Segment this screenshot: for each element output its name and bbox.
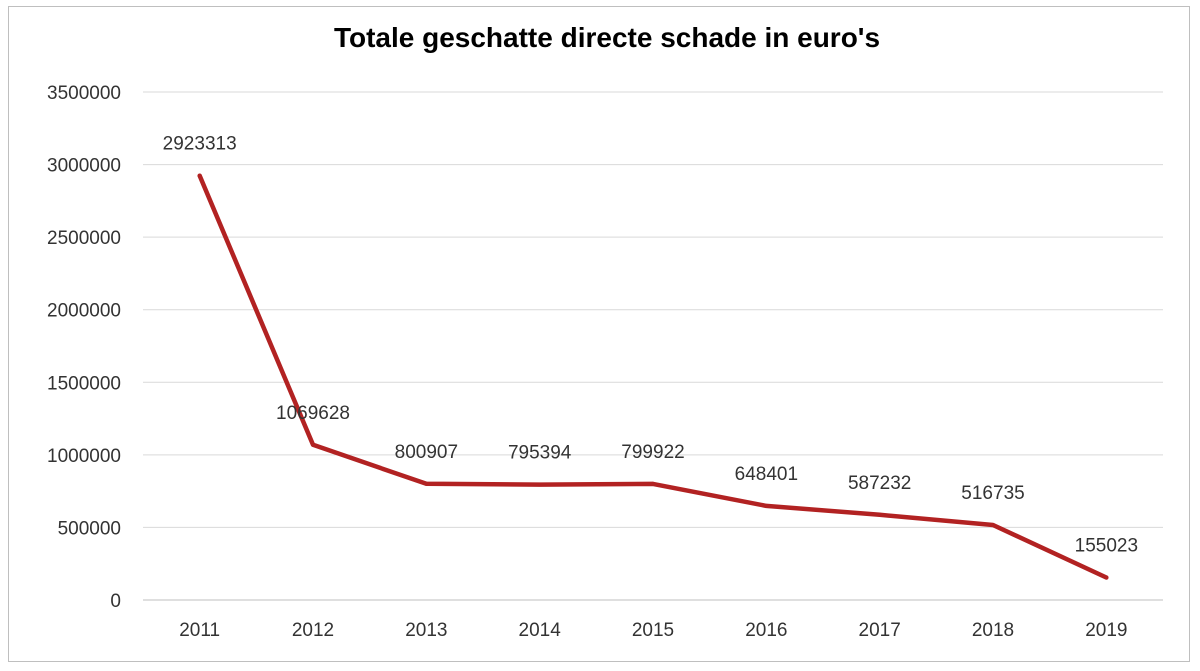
x-tick-label: 2011	[179, 620, 220, 641]
data-point	[197, 173, 202, 178]
x-tick-label: 2013	[405, 620, 447, 641]
gridlines	[143, 91, 1163, 601]
data-point	[537, 482, 542, 487]
y-tick-label: 1500000	[47, 373, 121, 394]
x-axis-ticks: 2011 2012 2013 2014 2015 2016 2017 2018 2019	[179, 620, 1127, 641]
data-label: 800907	[395, 442, 458, 463]
y-tick-label: 3000000	[47, 156, 121, 177]
x-tick-label: 2018	[972, 620, 1014, 641]
data-label: 1069628	[276, 403, 350, 424]
x-tick-label: 2015	[632, 620, 674, 641]
data-label: 795394	[508, 443, 572, 464]
data-label: 155023	[1075, 535, 1138, 556]
y-tick-label: 2500000	[47, 228, 121, 249]
y-tick-label: 500000	[58, 518, 121, 539]
data-point	[1104, 575, 1109, 580]
data-label: 799922	[621, 442, 684, 463]
y-tick-label: 1000000	[47, 446, 121, 467]
x-tick-label: 2014	[519, 620, 562, 641]
data-point	[764, 503, 769, 508]
chart-frame	[8, 6, 1190, 662]
data-labels: 2923313 1069628 800907 795394 799922 648401 58…	[163, 134, 1138, 557]
data-point	[991, 522, 995, 527]
data-point	[877, 512, 882, 517]
x-tick-label: 2019	[1085, 620, 1127, 641]
y-tick-label: 0	[110, 591, 121, 612]
data-label: 648401	[735, 464, 798, 485]
x-tick-label: 2012	[292, 620, 334, 641]
data-point	[651, 481, 655, 486]
y-tick-label: 2000000	[47, 301, 121, 322]
y-axis-ticks: 0 500000 1000000 1500000 2000000 2500000 30000…	[47, 83, 121, 612]
y-tick-label: 3500000	[47, 83, 121, 104]
chart-title: Totale geschatte directe schade in euro'…	[333, 22, 881, 53]
data-label: 587232	[848, 473, 911, 494]
x-tick-label: 2017	[859, 620, 901, 641]
data-label: 2923313	[163, 134, 237, 155]
x-tick-label: 2016	[745, 620, 787, 641]
data-label: 516735	[961, 483, 1024, 504]
series-line	[197, 173, 1109, 580]
series-layer	[197, 173, 1109, 580]
data-point	[311, 442, 315, 447]
data-point	[424, 481, 429, 486]
